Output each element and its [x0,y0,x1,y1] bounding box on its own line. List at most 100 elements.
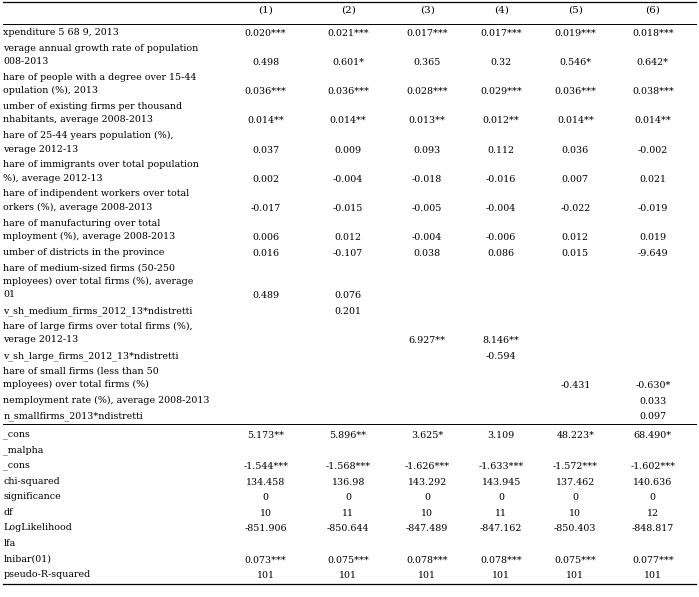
Text: 0.013**: 0.013** [409,116,445,125]
Text: 101: 101 [418,571,436,580]
Text: 0.020***: 0.020*** [245,29,287,38]
Text: 0.201: 0.201 [335,307,361,316]
Text: 0.498: 0.498 [252,58,279,67]
Text: 0.601*: 0.601* [332,58,364,67]
Text: 0: 0 [424,493,430,502]
Text: 8.146**: 8.146** [483,336,519,345]
Text: v_sh_medium_firms_2012_13*ndistretti: v_sh_medium_firms_2012_13*ndistretti [3,306,193,316]
Text: 0.033: 0.033 [640,396,666,405]
Text: opulation (%), 2013: opulation (%), 2013 [3,87,99,96]
Text: -847.162: -847.162 [480,524,522,533]
Text: 0.097: 0.097 [640,412,666,421]
Text: v_sh_large_firms_2012_13*ndistretti: v_sh_large_firms_2012_13*ndistretti [3,351,179,361]
Text: 10: 10 [259,509,272,518]
Text: 0.014**: 0.014** [330,116,366,125]
Text: -0.017: -0.017 [250,204,281,213]
Text: 0.019: 0.019 [640,233,666,242]
Text: (2): (2) [340,6,356,15]
Text: 137.462: 137.462 [556,478,595,487]
Text: -0.004: -0.004 [486,204,517,213]
Text: -1.544***: -1.544*** [243,462,288,471]
Text: (4): (4) [493,6,509,15]
Text: 0.012**: 0.012** [483,116,519,125]
Text: -0.004: -0.004 [412,233,442,242]
Text: 0.021***: 0.021*** [327,29,369,38]
Text: 0.076: 0.076 [335,291,361,300]
Text: 3.625*: 3.625* [411,431,443,440]
Text: 0.012: 0.012 [562,233,589,242]
Text: 134.458: 134.458 [246,478,285,487]
Text: 143.292: 143.292 [408,478,447,487]
Text: 0.078***: 0.078*** [480,556,522,565]
Text: 0: 0 [345,493,351,502]
Text: lnibar(01): lnibar(01) [3,555,52,564]
Text: 0.112: 0.112 [488,146,514,155]
Text: -0.431: -0.431 [560,381,591,390]
Text: mployees) over total firms (%), average: mployees) over total firms (%), average [3,277,194,286]
Text: 5.173**: 5.173** [247,431,284,440]
Text: verage 2012-13: verage 2012-13 [3,144,79,153]
Text: -0.016: -0.016 [486,175,517,184]
Text: 0.036***: 0.036*** [327,87,369,96]
Text: 6.927**: 6.927** [409,336,445,345]
Text: 0.029***: 0.029*** [480,87,522,96]
Text: 0.006: 0.006 [252,233,279,242]
Text: 10: 10 [569,509,582,518]
Text: 0: 0 [263,493,268,502]
Text: lfa: lfa [3,539,16,548]
Text: -1.602***: -1.602*** [630,462,675,471]
Text: 143.945: 143.945 [482,478,521,487]
Text: -848.817: -848.817 [632,524,674,533]
Text: n_smallfirms_2013*ndistretti: n_smallfirms_2013*ndistretti [3,411,143,421]
Text: 10: 10 [421,509,433,518]
Text: 0.093: 0.093 [414,146,440,155]
Text: -0.002: -0.002 [637,146,668,155]
Text: verage annual growth rate of population: verage annual growth rate of population [3,44,199,53]
Text: 0.546*: 0.546* [559,58,591,67]
Text: 140.636: 140.636 [633,478,672,487]
Text: 0.077***: 0.077*** [632,556,674,565]
Text: -0.004: -0.004 [333,175,363,184]
Text: mployees) over total firms (%): mployees) over total firms (%) [3,380,150,389]
Text: 48.223*: 48.223* [556,431,594,440]
Text: mployment (%), average 2008-2013: mployment (%), average 2008-2013 [3,232,175,241]
Text: -0.594: -0.594 [486,352,517,361]
Text: 0.014**: 0.014** [247,116,284,125]
Text: _cons: _cons [3,461,30,470]
Text: (3): (3) [419,6,435,15]
Text: 0.078***: 0.078*** [406,556,448,565]
Text: 0.016: 0.016 [252,249,279,258]
Text: 0: 0 [498,493,504,502]
Text: 5.896**: 5.896** [329,431,367,440]
Text: nemployment rate (%), average 2008-2013: nemployment rate (%), average 2008-2013 [3,396,210,405]
Text: 12: 12 [647,509,659,518]
Text: chi-squared: chi-squared [3,476,60,486]
Text: umber of districts in the province: umber of districts in the province [3,248,165,257]
Text: -0.019: -0.019 [637,204,668,213]
Text: 0.642*: 0.642* [637,58,669,67]
Text: nhabitants, average 2008-2013: nhabitants, average 2008-2013 [3,115,154,125]
Text: 0.014**: 0.014** [557,116,593,125]
Text: 101: 101 [339,571,357,580]
Text: LogLikelihood: LogLikelihood [3,524,73,533]
Text: xpenditure 5 68 9, 2013: xpenditure 5 68 9, 2013 [3,28,120,37]
Text: 0.073***: 0.073*** [245,556,287,565]
Text: -850.403: -850.403 [554,524,596,533]
Text: significance: significance [3,493,62,501]
Text: 0.038***: 0.038*** [632,87,674,96]
Text: -1.626***: -1.626*** [405,462,449,471]
Text: 01: 01 [3,291,15,300]
Text: hare of manufacturing over total: hare of manufacturing over total [3,219,161,227]
Text: 0.038: 0.038 [414,249,440,258]
Text: 136.98: 136.98 [331,478,365,487]
Text: orkers (%), average 2008-2013: orkers (%), average 2008-2013 [3,203,153,212]
Text: 0.075***: 0.075*** [554,556,596,565]
Text: 0.489: 0.489 [252,291,279,300]
Text: 0.037: 0.037 [252,146,279,155]
Text: 0.014**: 0.014** [635,116,671,125]
Text: 0.009: 0.009 [335,146,361,155]
Text: 0.086: 0.086 [488,249,514,258]
Text: 008-2013: 008-2013 [3,57,49,66]
Text: (5): (5) [568,6,583,15]
Text: 3.109: 3.109 [488,431,514,440]
